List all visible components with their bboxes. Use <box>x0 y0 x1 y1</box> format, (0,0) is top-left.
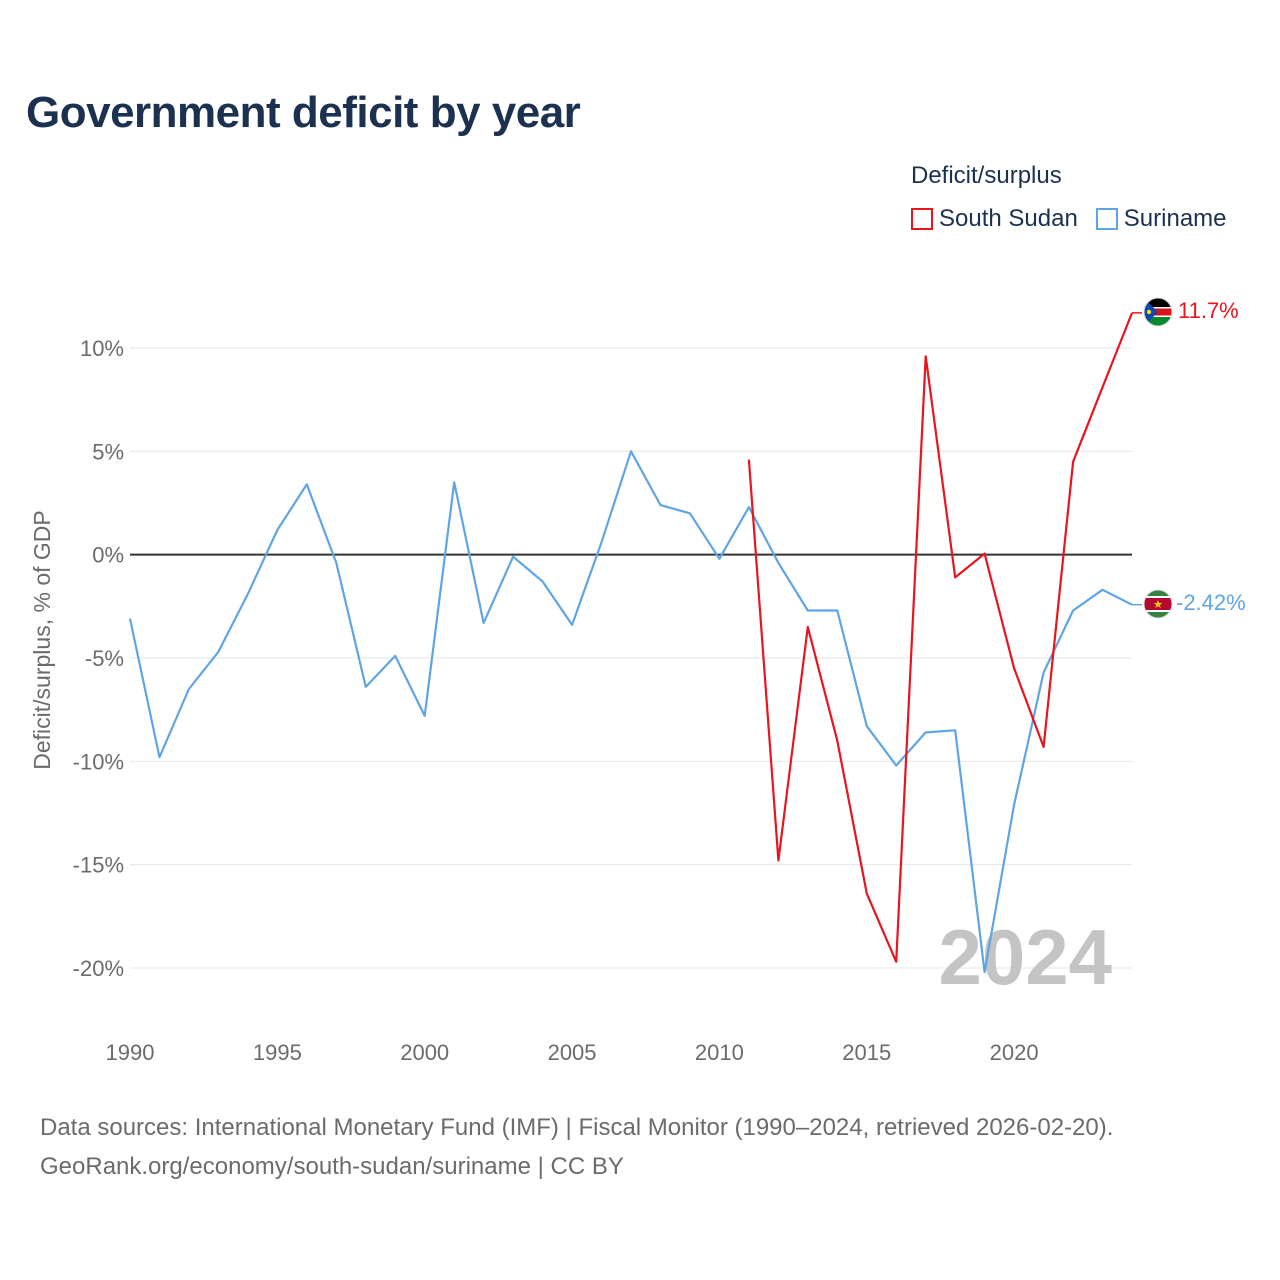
end-label-south-sudan: 11.7% <box>1178 298 1239 323</box>
x-tick-label: 2015 <box>842 1040 891 1065</box>
year-watermark: 2024 <box>938 913 1112 1001</box>
south-sudan-flag-ring <box>1143 297 1173 327</box>
y-tick-label: -5% <box>85 646 124 671</box>
suriname-flag-ring <box>1143 589 1173 619</box>
y-axis-label: Deficit/surplus, % of GDP <box>29 510 55 769</box>
series-lines <box>128 312 1142 974</box>
y-tick-label: 5% <box>92 439 124 464</box>
x-axis-ticks: 1990 1995 2000 2005 2010 2015 2020 <box>106 1040 1039 1065</box>
legend-swatch-south-sudan <box>911 208 933 230</box>
y-tick-label: 10% <box>80 336 124 361</box>
footer-link[interactable]: GeoRank.org/economy/south-sudan/suriname… <box>40 1153 624 1180</box>
y-tick-label: 0% <box>92 543 124 568</box>
legend-swatch-suriname <box>1095 208 1118 230</box>
y-axis-ticks: 10% 5% 0% -5% -10% -15% -20% <box>73 336 124 981</box>
chart-title: Government deficit by year <box>26 88 581 137</box>
suriname-flag-icon <box>1144 590 1172 618</box>
legend: South Sudan Suriname <box>911 205 1245 233</box>
south-sudan-flag-icon <box>1144 298 1172 326</box>
legend-item-suriname[interactable]: Suriname <box>1095 205 1227 233</box>
legend-title: Deficit/surplus <box>911 162 1062 189</box>
x-tick-label: 1990 <box>106 1040 155 1065</box>
legend-label-suriname: Suriname <box>1123 205 1227 232</box>
legend-item-south-sudan[interactable]: South Sudan <box>911 205 1078 233</box>
end-label-suriname: -2.42% <box>1176 590 1246 615</box>
x-tick-label: 1995 <box>253 1040 302 1065</box>
x-tick-label: 2020 <box>990 1040 1039 1065</box>
y-tick-label: -15% <box>73 853 124 878</box>
y-tick-label: -10% <box>73 749 124 774</box>
x-tick-label: 2010 <box>695 1040 744 1065</box>
footer: Data sources: International Monetary Fun… <box>40 1108 1113 1186</box>
y-tick-label: -20% <box>73 956 124 981</box>
series-line-suriname <box>128 450 1133 974</box>
x-tick-label: 2000 <box>400 1040 449 1065</box>
x-tick-label: 2005 <box>548 1040 597 1065</box>
legend-label-south-sudan: South Sudan <box>939 205 1078 232</box>
footer-sources: Data sources: International Monetary Fun… <box>40 1114 1114 1141</box>
gridlines <box>130 347 1132 969</box>
series-line-south-sudan <box>747 312 1134 963</box>
